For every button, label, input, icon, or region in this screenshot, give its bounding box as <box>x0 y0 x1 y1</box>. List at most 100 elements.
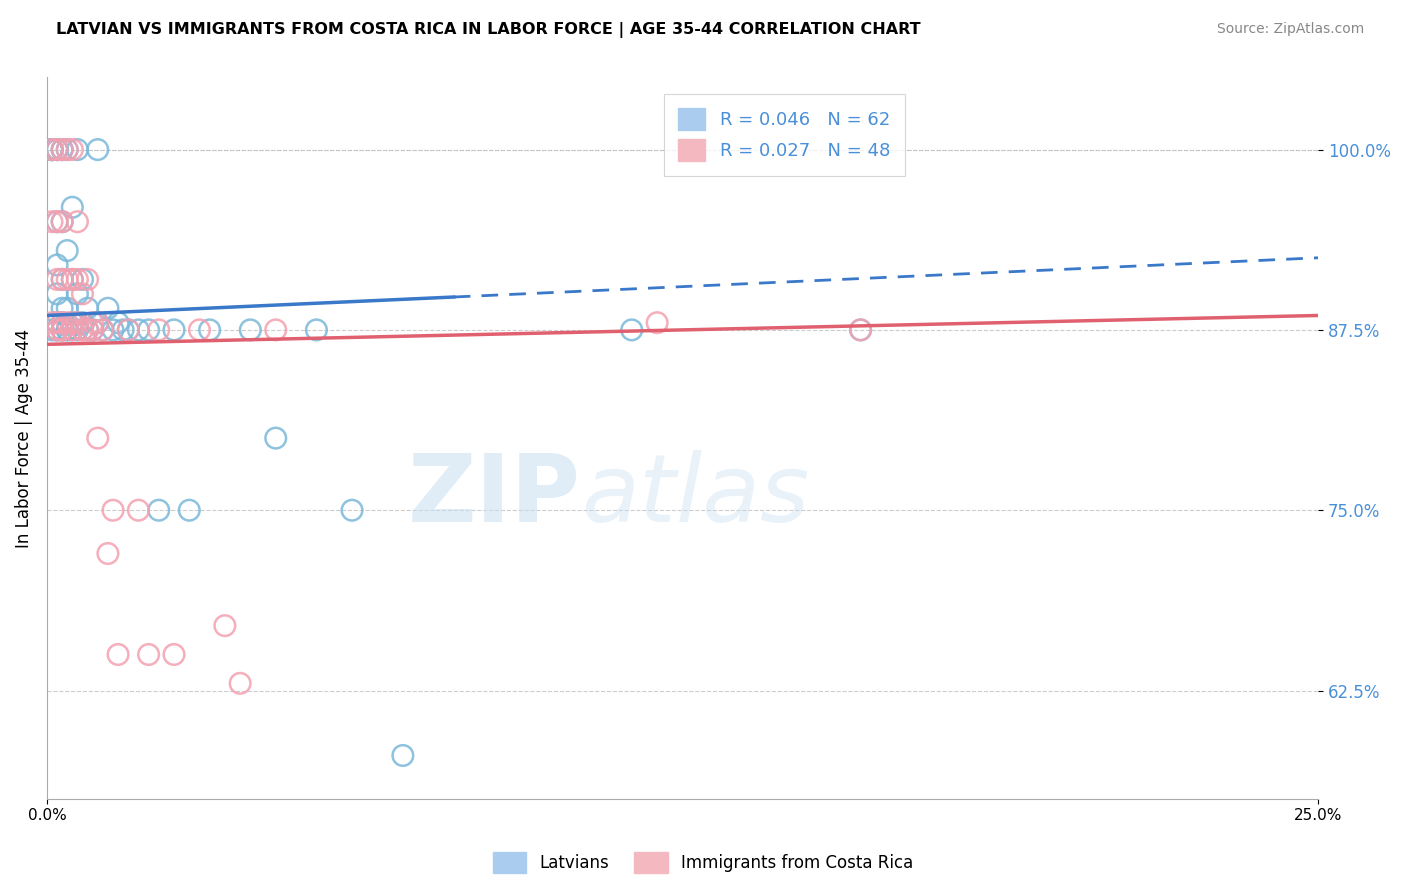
Point <box>127 503 149 517</box>
Point <box>51 323 73 337</box>
Point <box>46 143 69 157</box>
Point <box>66 316 89 330</box>
Point <box>60 143 83 157</box>
Point <box>46 215 69 229</box>
Point <box>97 547 120 561</box>
Point <box>138 323 160 337</box>
Text: ZIP: ZIP <box>408 450 581 541</box>
Point <box>51 301 73 316</box>
Point <box>82 323 104 337</box>
Point <box>87 431 110 445</box>
Point <box>66 143 89 157</box>
Point <box>46 215 69 229</box>
Point <box>849 323 872 337</box>
Point <box>76 323 98 337</box>
Point <box>87 316 110 330</box>
Point <box>51 143 73 157</box>
Point <box>41 143 63 157</box>
Point <box>46 272 69 286</box>
Point <box>87 143 110 157</box>
Point <box>101 323 124 337</box>
Point <box>51 323 73 337</box>
Point <box>82 316 104 330</box>
Point <box>51 272 73 286</box>
Point <box>46 143 69 157</box>
Point <box>72 323 94 337</box>
Point <box>72 272 94 286</box>
Point <box>620 323 643 337</box>
Point <box>51 215 73 229</box>
Point <box>148 503 170 517</box>
Point <box>76 272 98 286</box>
Point <box>91 323 114 337</box>
Point <box>101 503 124 517</box>
Point <box>56 301 79 316</box>
Point <box>198 323 221 337</box>
Point <box>56 316 79 330</box>
Point <box>46 286 69 301</box>
Point <box>60 323 83 337</box>
Point <box>97 301 120 316</box>
Point <box>392 748 415 763</box>
Point <box>60 272 83 286</box>
Point <box>66 286 89 301</box>
Point <box>127 323 149 337</box>
Point <box>340 503 363 517</box>
Point <box>46 258 69 272</box>
Point <box>264 431 287 445</box>
Point <box>46 143 69 157</box>
Point <box>41 143 63 157</box>
Point <box>72 316 94 330</box>
Text: atlas: atlas <box>581 450 808 541</box>
Point <box>87 316 110 330</box>
Point <box>148 323 170 337</box>
Point <box>60 272 83 286</box>
Point <box>214 618 236 632</box>
Point <box>41 143 63 157</box>
Point <box>76 301 98 316</box>
Point <box>51 323 73 337</box>
Point <box>179 503 201 517</box>
Point <box>645 316 668 330</box>
Point <box>66 215 89 229</box>
Point <box>163 648 186 662</box>
Point <box>72 286 94 301</box>
Point <box>138 648 160 662</box>
Point <box>51 215 73 229</box>
Point <box>46 323 69 337</box>
Point <box>107 648 129 662</box>
Point <box>82 323 104 337</box>
Legend: R = 0.046   N = 62, R = 0.027   N = 48: R = 0.046 N = 62, R = 0.027 N = 48 <box>664 94 904 176</box>
Point <box>66 316 89 330</box>
Point <box>117 323 139 337</box>
Point <box>849 323 872 337</box>
Point <box>60 316 83 330</box>
Point <box>60 316 83 330</box>
Legend: Latvians, Immigrants from Costa Rica: Latvians, Immigrants from Costa Rica <box>486 846 920 880</box>
Point <box>41 316 63 330</box>
Point <box>76 323 98 337</box>
Y-axis label: In Labor Force | Age 35-44: In Labor Force | Age 35-44 <box>15 328 32 548</box>
Point <box>51 143 73 157</box>
Point <box>46 316 69 330</box>
Point <box>51 143 73 157</box>
Point <box>41 143 63 157</box>
Point <box>60 200 83 214</box>
Point <box>107 316 129 330</box>
Point <box>51 323 73 337</box>
Point <box>163 323 186 337</box>
Point <box>56 323 79 337</box>
Point <box>91 323 114 337</box>
Point <box>229 676 252 690</box>
Point <box>51 316 73 330</box>
Point <box>56 143 79 157</box>
Point <box>56 323 79 337</box>
Point <box>66 323 89 337</box>
Point <box>41 143 63 157</box>
Point <box>41 215 63 229</box>
Point <box>305 323 328 337</box>
Point <box>51 316 73 330</box>
Point <box>188 323 211 337</box>
Point <box>112 323 135 337</box>
Text: Source: ZipAtlas.com: Source: ZipAtlas.com <box>1216 22 1364 37</box>
